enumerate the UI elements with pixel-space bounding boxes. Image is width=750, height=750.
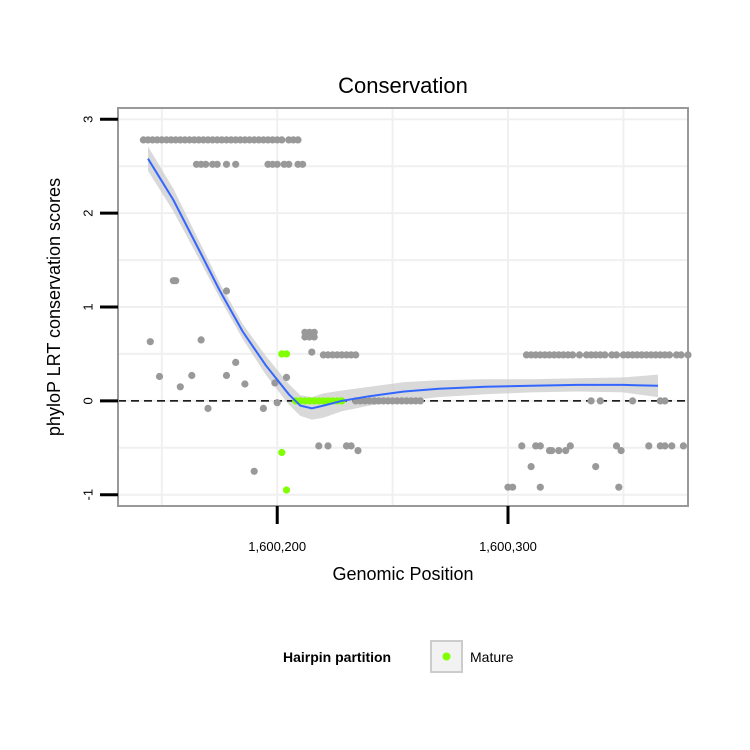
- other-point: [146, 338, 154, 346]
- other-point: [172, 277, 180, 285]
- mature-point: [282, 350, 291, 358]
- other-point: [416, 397, 424, 405]
- other-point: [566, 442, 574, 450]
- other-point: [197, 336, 205, 344]
- smooth-line-layer: [147, 158, 659, 410]
- other-point: [273, 160, 281, 168]
- other-point: [202, 160, 210, 168]
- other-point: [617, 447, 625, 455]
- other-point: [155, 372, 164, 381]
- smooth-line: [147, 158, 659, 410]
- other-point: [232, 160, 240, 168]
- x-axis-title: Genomic Position: [332, 564, 473, 584]
- other-point: [259, 404, 267, 412]
- other-point: [508, 483, 517, 491]
- other-point: [310, 333, 318, 341]
- mature-point: [282, 486, 291, 494]
- other-point: [188, 371, 196, 380]
- legend-title: Hairpin partition: [283, 649, 391, 665]
- other-point: [629, 397, 637, 405]
- other-point: [278, 136, 286, 144]
- legend: Hairpin partition Mature: [283, 640, 514, 673]
- other-point: [222, 287, 231, 295]
- other-point: [612, 442, 621, 450]
- other-point: [679, 442, 688, 450]
- other-point: [615, 483, 623, 491]
- mature-point: [278, 448, 286, 457]
- other-point: [347, 442, 355, 450]
- other-point: [661, 397, 669, 405]
- other-point: [241, 380, 249, 388]
- other-point: [665, 351, 674, 359]
- other-point: [222, 160, 231, 168]
- other-point: [548, 447, 556, 455]
- chart-title: Conservation: [338, 73, 468, 98]
- other-point: [273, 399, 281, 407]
- y-tick-label: 2: [81, 209, 96, 216]
- other-point: [213, 160, 221, 168]
- other-point: [661, 442, 669, 450]
- other-point: [294, 136, 302, 144]
- axes: -1 0 1 2 3 1,600,200 1,600,300: [81, 116, 537, 554]
- y-tick-label: 3: [81, 116, 96, 123]
- legend-label-mature: Mature: [470, 649, 514, 665]
- other-point: [587, 397, 595, 405]
- other-point: [308, 348, 316, 356]
- scatter-points: [139, 136, 692, 494]
- other-point: [352, 351, 360, 359]
- other-point: [612, 351, 621, 359]
- other-point: [176, 383, 184, 391]
- x-tick-label: 1,600,300: [479, 539, 537, 554]
- other-point: [527, 463, 535, 471]
- other-point: [271, 379, 279, 387]
- other-point: [285, 160, 293, 168]
- other-point: [575, 351, 584, 359]
- other-point: [596, 397, 604, 405]
- y-tick-label: -1: [81, 489, 96, 501]
- other-point: [536, 442, 544, 450]
- other-point: [601, 351, 609, 359]
- other-point: [232, 358, 240, 366]
- x-tick-label: 1,600,200: [248, 539, 306, 554]
- legend-mature-swatch: [442, 652, 451, 661]
- other-point: [222, 371, 231, 380]
- other-point: [668, 442, 676, 450]
- y-axis-title: phyloP LRT conservation scores: [44, 178, 64, 436]
- other-point: [354, 447, 362, 455]
- other-point: [315, 442, 323, 450]
- other-point: [677, 351, 685, 359]
- other-point: [592, 463, 600, 471]
- other-point: [536, 483, 544, 491]
- y-tick-label: 0: [81, 397, 96, 404]
- other-point: [299, 160, 307, 168]
- other-point: [324, 442, 332, 450]
- other-point: [250, 467, 258, 475]
- other-point: [518, 442, 526, 450]
- other-point: [204, 404, 212, 412]
- other-point: [282, 373, 291, 381]
- other-point: [562, 447, 570, 455]
- other-point: [555, 447, 563, 455]
- y-tick-label: 1: [81, 303, 96, 310]
- other-point: [645, 442, 653, 450]
- other-point: [569, 351, 577, 359]
